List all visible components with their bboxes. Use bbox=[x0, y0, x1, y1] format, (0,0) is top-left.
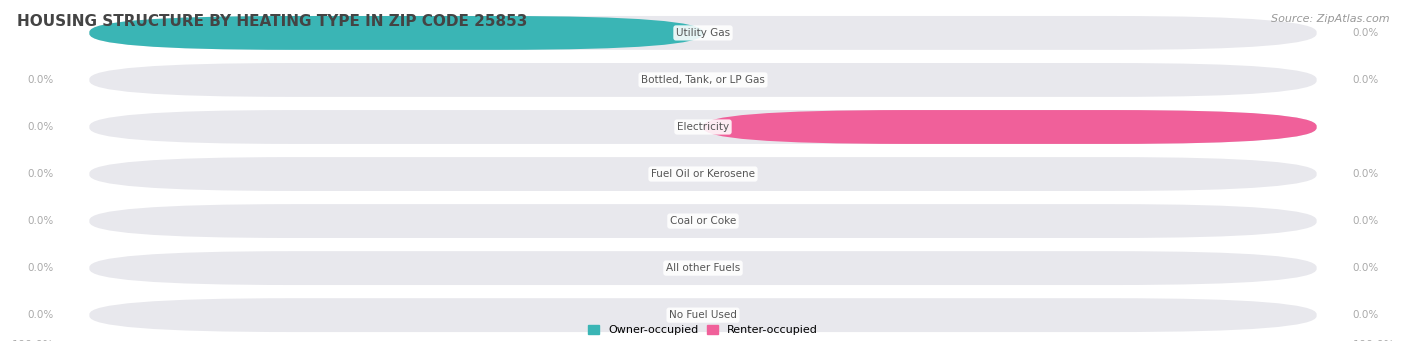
Text: 100.0%: 100.0% bbox=[1353, 122, 1396, 132]
Text: 0.0%: 0.0% bbox=[1353, 75, 1379, 85]
Text: 0.0%: 0.0% bbox=[27, 75, 53, 85]
Text: 0.0%: 0.0% bbox=[1353, 169, 1379, 179]
Text: Fuel Oil or Kerosene: Fuel Oil or Kerosene bbox=[651, 169, 755, 179]
Text: 0.0%: 0.0% bbox=[27, 122, 53, 132]
Text: Electricity: Electricity bbox=[676, 122, 730, 132]
Text: Utility Gas: Utility Gas bbox=[676, 28, 730, 38]
Text: HOUSING STRUCTURE BY HEATING TYPE IN ZIP CODE 25853: HOUSING STRUCTURE BY HEATING TYPE IN ZIP… bbox=[17, 14, 527, 29]
FancyBboxPatch shape bbox=[90, 204, 1316, 238]
Text: Bottled, Tank, or LP Gas: Bottled, Tank, or LP Gas bbox=[641, 75, 765, 85]
FancyBboxPatch shape bbox=[703, 110, 1316, 144]
Text: 100.0%: 100.0% bbox=[1353, 340, 1395, 341]
FancyBboxPatch shape bbox=[90, 110, 1316, 144]
Text: 0.0%: 0.0% bbox=[27, 263, 53, 273]
Text: 0.0%: 0.0% bbox=[27, 216, 53, 226]
Text: 0.0%: 0.0% bbox=[1353, 216, 1379, 226]
Text: 0.0%: 0.0% bbox=[27, 310, 53, 320]
Text: 0.0%: 0.0% bbox=[1353, 28, 1379, 38]
Text: 100.0%: 100.0% bbox=[10, 28, 53, 38]
Text: 0.0%: 0.0% bbox=[27, 169, 53, 179]
Text: 0.0%: 0.0% bbox=[1353, 310, 1379, 320]
Text: No Fuel Used: No Fuel Used bbox=[669, 310, 737, 320]
Text: 100.0%: 100.0% bbox=[11, 340, 53, 341]
FancyBboxPatch shape bbox=[90, 251, 1316, 285]
FancyBboxPatch shape bbox=[90, 298, 1316, 332]
FancyBboxPatch shape bbox=[90, 16, 703, 50]
Text: Coal or Coke: Coal or Coke bbox=[669, 216, 737, 226]
Text: 0.0%: 0.0% bbox=[1353, 263, 1379, 273]
FancyBboxPatch shape bbox=[90, 63, 1316, 97]
Text: All other Fuels: All other Fuels bbox=[666, 263, 740, 273]
FancyBboxPatch shape bbox=[90, 16, 1316, 50]
FancyBboxPatch shape bbox=[90, 157, 1316, 191]
Text: Source: ZipAtlas.com: Source: ZipAtlas.com bbox=[1271, 14, 1389, 24]
Legend: Owner-occupied, Renter-occupied: Owner-occupied, Renter-occupied bbox=[588, 325, 818, 335]
